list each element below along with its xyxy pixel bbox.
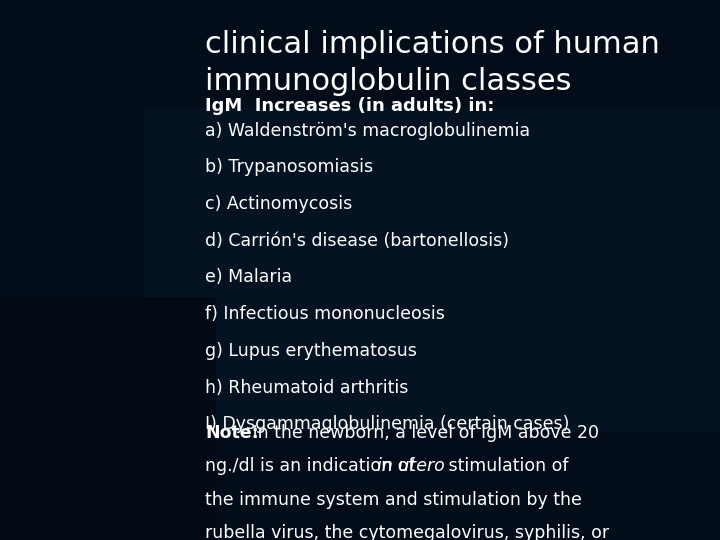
Text: IgM  Increases (in adults) in:: IgM Increases (in adults) in: bbox=[205, 97, 495, 115]
Bar bbox=[0, 297, 216, 540]
Text: ng./dl is an indication of: ng./dl is an indication of bbox=[205, 457, 420, 475]
Text: e) Malaria: e) Malaria bbox=[205, 268, 292, 286]
Text: the immune system and stimulation by the: the immune system and stimulation by the bbox=[205, 491, 582, 509]
Text: d) Carrión's disease (bartonellosis): d) Carrión's disease (bartonellosis) bbox=[205, 232, 509, 249]
Text: clinical implications of human: clinical implications of human bbox=[205, 30, 660, 59]
Text: stimulation of: stimulation of bbox=[443, 457, 568, 475]
Text: rubella virus, the cytomegalovirus, syphilis, or: rubella virus, the cytomegalovirus, syph… bbox=[205, 524, 609, 540]
Text: In the newborn, a level of IgM above 20: In the newborn, a level of IgM above 20 bbox=[247, 424, 599, 442]
Text: h) Rheumatoid arthritis: h) Rheumatoid arthritis bbox=[205, 379, 408, 396]
Text: I) Dysgammaglobulinemia (certain cases): I) Dysgammaglobulinemia (certain cases) bbox=[205, 415, 570, 433]
Text: g) Lupus erythematosus: g) Lupus erythematosus bbox=[205, 342, 417, 360]
Text: b) Trypanosomiasis: b) Trypanosomiasis bbox=[205, 158, 374, 176]
Text: f) Infectious mononucleosis: f) Infectious mononucleosis bbox=[205, 305, 445, 323]
Text: immunoglobulin classes: immunoglobulin classes bbox=[205, 68, 572, 97]
Text: in utero: in utero bbox=[377, 457, 444, 475]
Text: c) Actinomycosis: c) Actinomycosis bbox=[205, 195, 353, 213]
Text: a) Waldenström's macroglobulinemia: a) Waldenström's macroglobulinemia bbox=[205, 122, 531, 139]
Text: Note:: Note: bbox=[205, 424, 259, 442]
Bar bbox=[144, 108, 720, 432]
